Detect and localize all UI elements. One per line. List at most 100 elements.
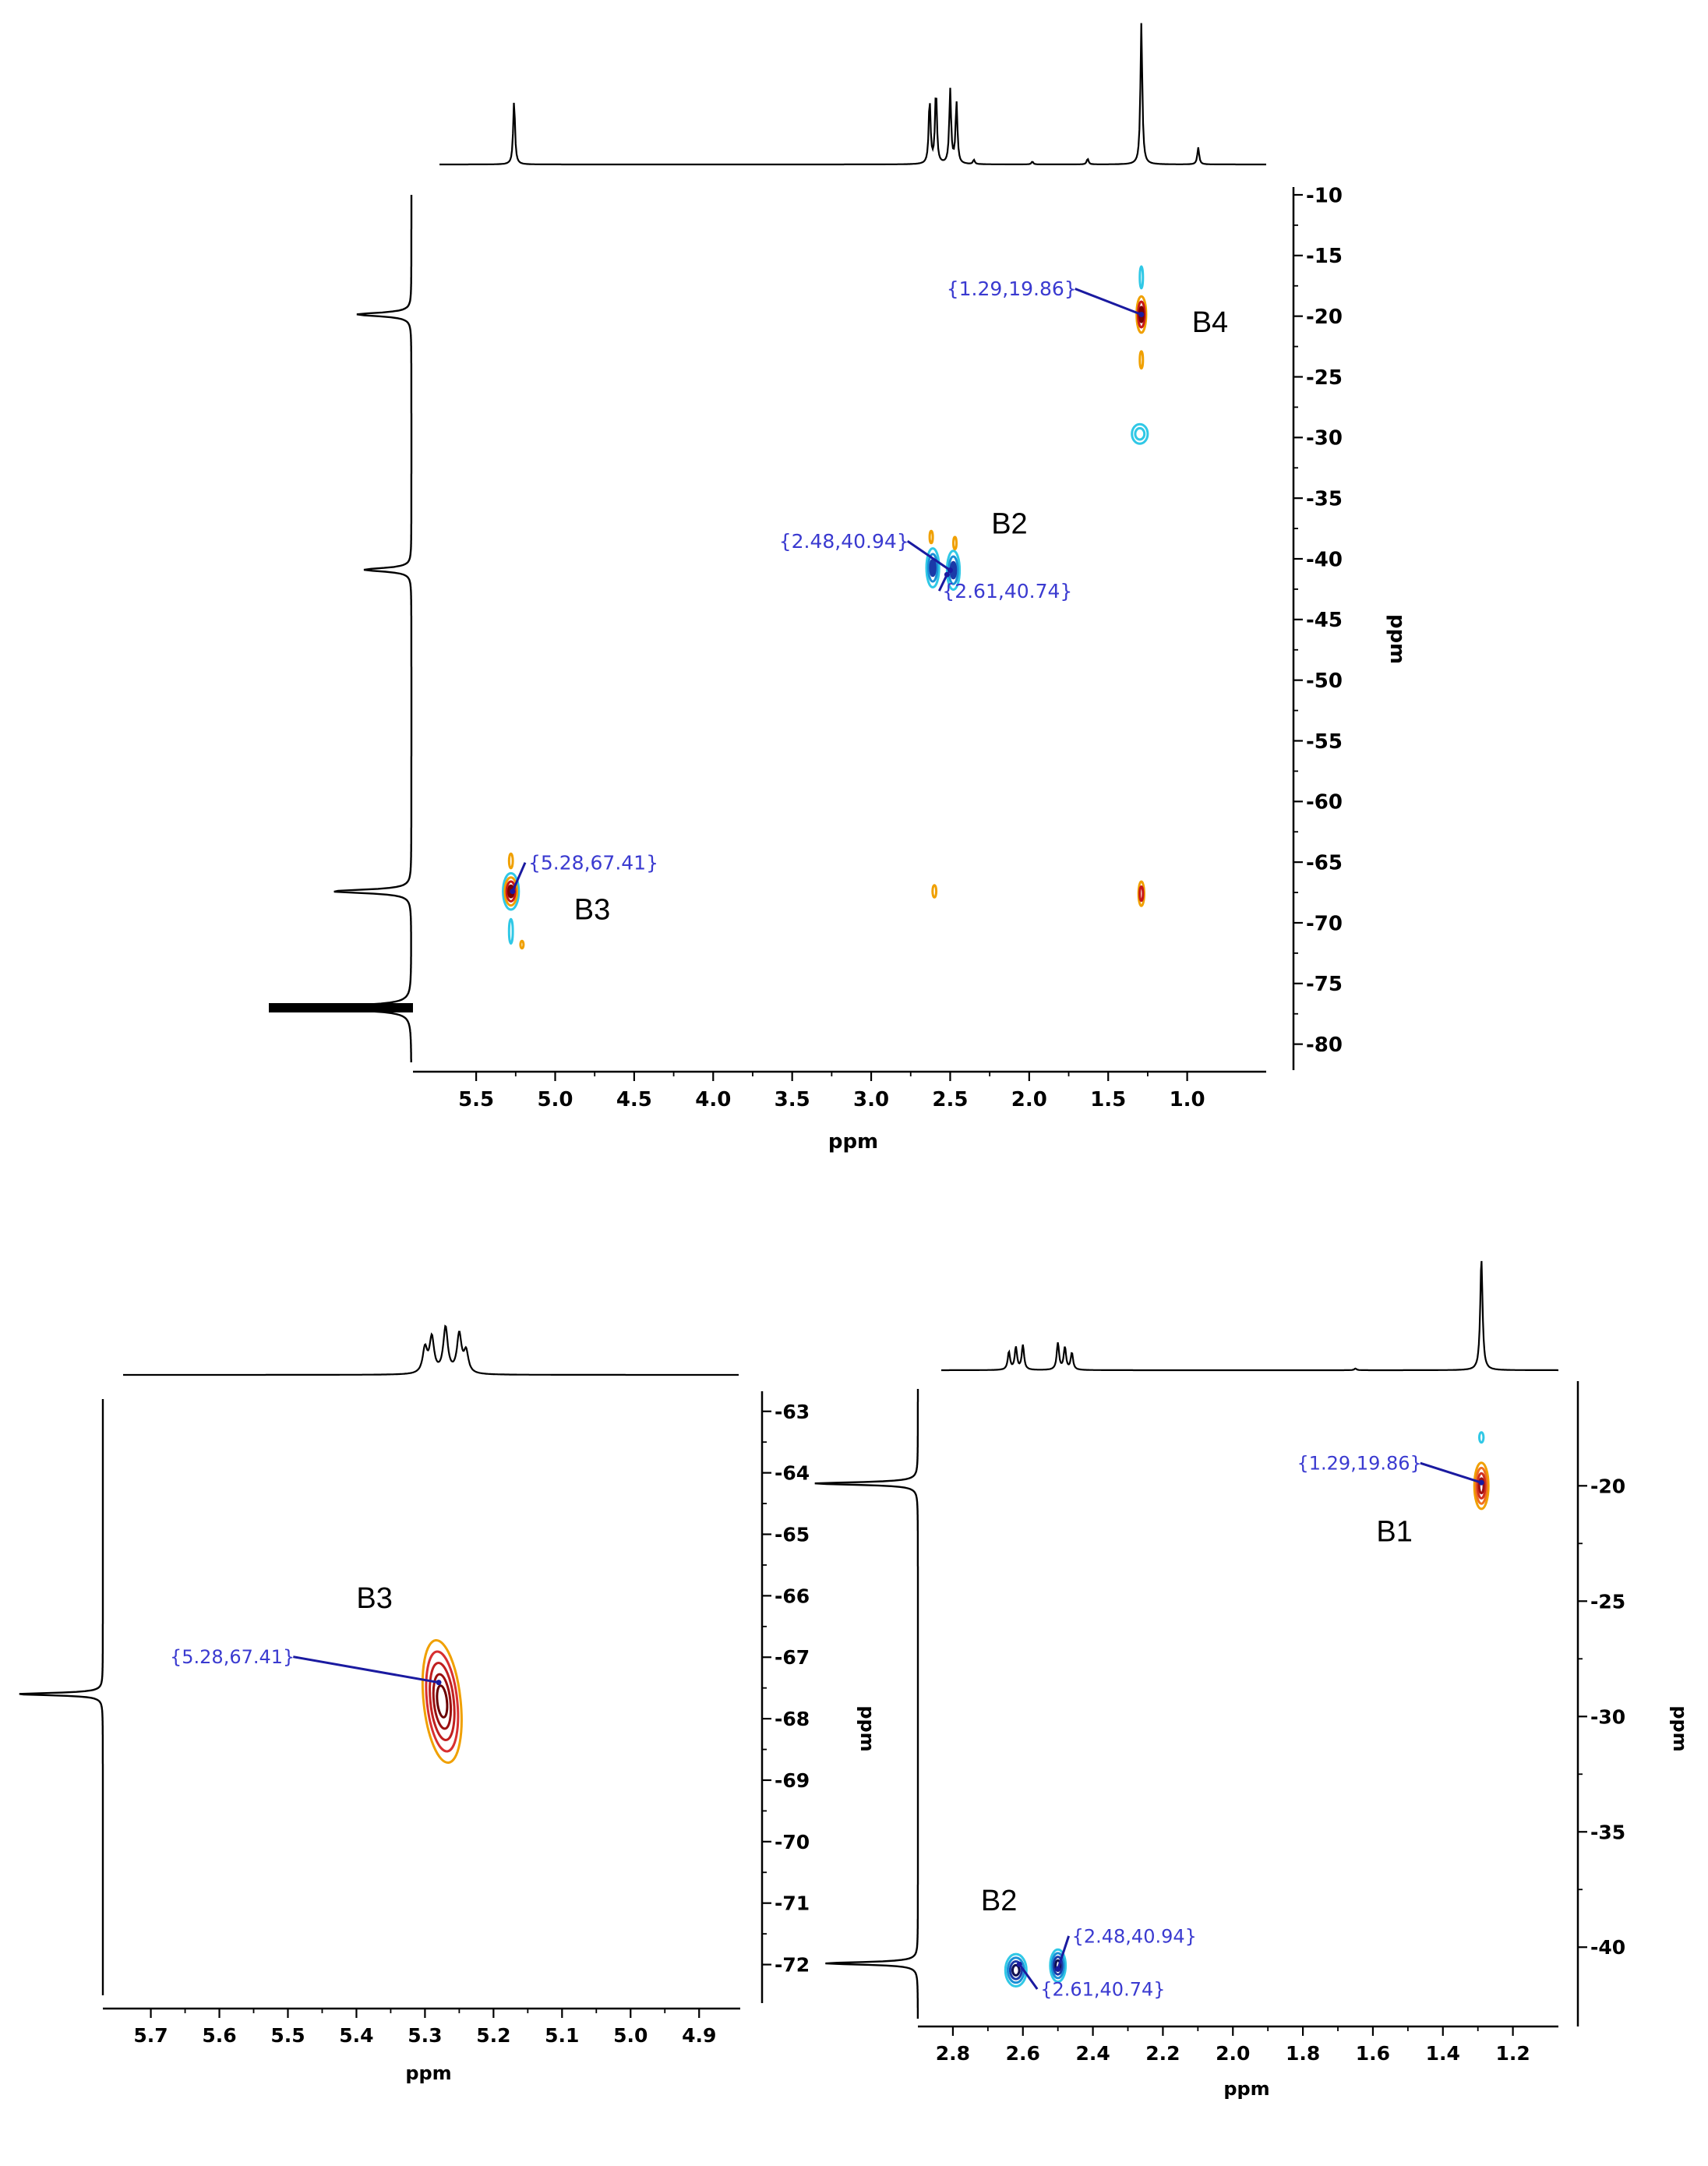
contour-core xyxy=(930,560,935,575)
x-tick-label: 5.1 xyxy=(545,2024,579,2047)
cross-peak xyxy=(925,547,940,588)
y-tick-label: -25 xyxy=(1306,366,1343,390)
y-axis-title: ppm xyxy=(856,1705,878,1751)
contour-level xyxy=(945,549,962,591)
x-tick-label: 5.5 xyxy=(458,1088,494,1111)
y-tick-label: -60 xyxy=(1306,791,1343,814)
peak-annotation: {2.61,40.74} xyxy=(942,580,1072,602)
cross-peak-label: B2 xyxy=(981,1885,1017,1917)
solvent-band xyxy=(269,1003,413,1012)
y-tick-label: -20 xyxy=(1306,306,1343,329)
y-tick-label: -15 xyxy=(1306,245,1343,268)
contour-level xyxy=(1478,1431,1485,1444)
y-tick-label: -55 xyxy=(1306,730,1343,754)
x-tick-label: 1.2 xyxy=(1495,2042,1530,2065)
annotation-arrowhead xyxy=(1016,1961,1022,1967)
proton-projection-trace xyxy=(439,23,1266,166)
contour-level xyxy=(1138,885,1145,903)
y-tick-label: -75 xyxy=(1306,973,1343,996)
peak-annotation: {5.28,67.41} xyxy=(170,1646,295,1668)
y-tick-label: -72 xyxy=(775,1954,810,1977)
contour-level xyxy=(436,1684,449,1719)
y-tick-label: -40 xyxy=(1590,1936,1625,1959)
proton-projection-trace xyxy=(123,1324,739,1376)
x-tick-label: 5.6 xyxy=(202,2024,236,2047)
cross-peak xyxy=(1137,880,1145,907)
contour-level xyxy=(1050,1952,1065,1980)
contour-level xyxy=(952,535,958,551)
y-tick-label: -69 xyxy=(775,1769,810,1792)
x-tick-label: 2.5 xyxy=(932,1088,968,1111)
carbon-projection-trace xyxy=(19,1399,104,1995)
contour-level xyxy=(502,871,521,911)
peak-annotation: {1.29,19.86} xyxy=(947,277,1077,300)
cross-peak xyxy=(1478,1431,1485,1444)
x-tick-label: 3.5 xyxy=(775,1088,810,1111)
peak-annotation: {5.28,67.41} xyxy=(528,852,658,875)
contour-level xyxy=(519,939,525,950)
y-tick-label: -63 xyxy=(775,1401,810,1423)
annotation-arrow xyxy=(1018,1963,1039,1990)
contour-level xyxy=(425,1650,460,1753)
x-tick-label: 5.0 xyxy=(613,2024,648,2047)
y-tick-label: -66 xyxy=(775,1585,810,1607)
peak-annotation: {2.61,40.74} xyxy=(1040,1978,1165,2000)
y-tick-label: -30 xyxy=(1306,427,1343,451)
contour-level xyxy=(429,1662,456,1741)
cross-peak-label: B2 xyxy=(991,507,1027,540)
contour-level xyxy=(1011,1963,1021,1977)
annotation-arrowhead xyxy=(436,1680,442,1686)
contour-level xyxy=(928,529,934,545)
x-tick-label: 2.2 xyxy=(1145,2042,1180,2065)
y-tick-label: -68 xyxy=(775,1708,810,1730)
cross-peak xyxy=(507,917,514,945)
y-tick-label: -71 xyxy=(775,1892,810,1915)
x-tick-label: 1.5 xyxy=(1090,1088,1126,1111)
contour-level xyxy=(1138,350,1145,370)
x-tick-label: 1.6 xyxy=(1356,2042,1390,2065)
x-axis-title: ppm xyxy=(828,1130,878,1154)
proton-projection-trace xyxy=(941,1260,1558,1372)
x-tick-label: 2.6 xyxy=(1006,2042,1040,2065)
cross-peak xyxy=(1138,350,1145,370)
contour-level xyxy=(1004,1952,1028,1988)
contour-level xyxy=(1137,300,1146,329)
annotation-arrow xyxy=(511,862,527,892)
x-tick-label: 2.4 xyxy=(1075,2042,1110,2065)
x-tick-label: 5.4 xyxy=(339,2024,373,2047)
y-tick-label: -64 xyxy=(775,1462,810,1485)
y-tick-label: -45 xyxy=(1306,609,1343,632)
x-tick-label: 4.5 xyxy=(616,1088,652,1111)
peak-annotation: {2.48,40.94} xyxy=(779,530,909,553)
contour-level xyxy=(1474,1466,1488,1505)
y-tick-label: -67 xyxy=(775,1646,810,1669)
cross-peak-label: B1 xyxy=(1376,1515,1412,1548)
annotation-arrow xyxy=(293,1655,439,1684)
contour-level xyxy=(421,1638,463,1765)
annotation-arrow xyxy=(1057,1935,1071,1970)
y-tick-label: -25 xyxy=(1590,1590,1625,1613)
x-tick-label: 5.0 xyxy=(537,1088,573,1111)
x-tick-label: 2.0 xyxy=(1011,1088,1047,1111)
annotation-arrowhead xyxy=(510,889,516,895)
cross-peak xyxy=(1135,295,1148,334)
contour-level xyxy=(1473,1461,1490,1511)
y-axis-title: ppm xyxy=(1669,1705,1691,1751)
y-tick-label: -50 xyxy=(1306,670,1343,693)
peak-annotation: {1.29,19.86} xyxy=(1297,1453,1421,1475)
contour-level xyxy=(1052,1956,1064,1976)
contour-level xyxy=(507,852,514,870)
x-axis-title: ppm xyxy=(405,2062,451,2084)
contour-level xyxy=(503,876,519,907)
y-tick-label: -10 xyxy=(1306,184,1343,207)
cross-peak xyxy=(928,529,934,545)
y-tick-label: -35 xyxy=(1306,488,1343,511)
contour-level xyxy=(1476,1472,1487,1500)
cross-peak xyxy=(952,535,958,551)
contour-level xyxy=(926,553,939,583)
y-tick-label: -65 xyxy=(1306,852,1343,875)
x-tick-label: 5.7 xyxy=(133,2024,168,2047)
x-tick-label: 3.0 xyxy=(853,1088,889,1111)
contour-level xyxy=(1131,422,1149,445)
